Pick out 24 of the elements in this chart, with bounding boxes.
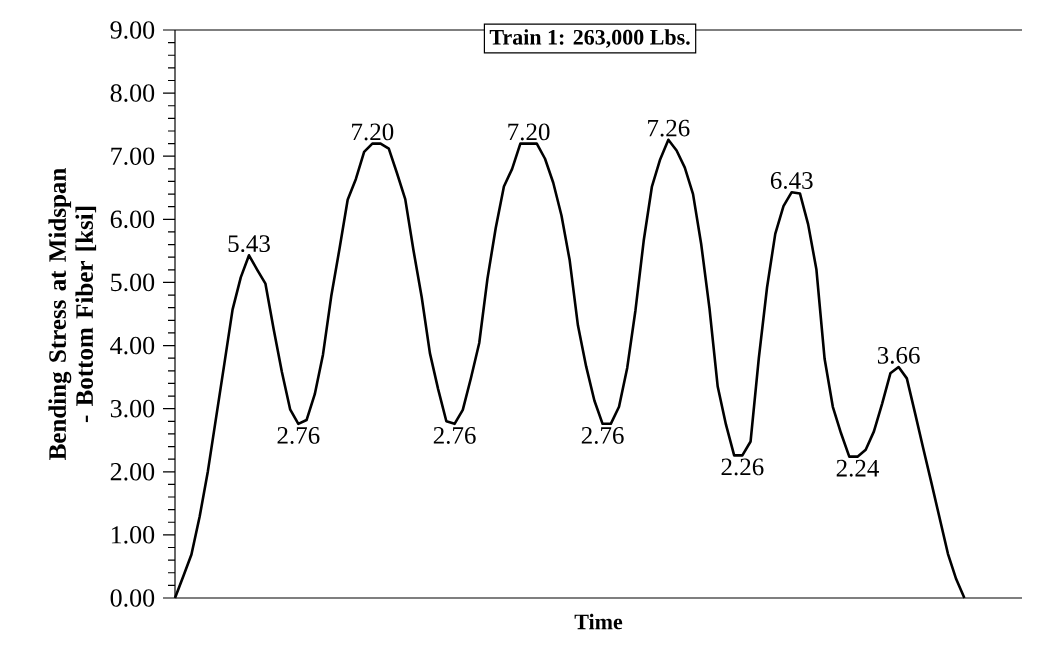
data-label: 7.26 xyxy=(648,119,690,137)
x-axis-title: Time xyxy=(574,613,623,630)
chart-title: Train 1: 263,000 Lbs. xyxy=(489,29,690,48)
data-label: 2.76 xyxy=(581,427,624,444)
data-label: 2.76 xyxy=(433,427,476,444)
y-tick-label: 3.00 xyxy=(110,399,155,418)
y-tick-label: 5.00 xyxy=(111,273,155,292)
data-label: 6.43 xyxy=(770,172,813,189)
y-tick-label: 7.00 xyxy=(111,147,155,166)
data-label: 7.20 xyxy=(352,123,394,141)
y-axis-title: Bending Stress at Midspan - Bottom Fiber [ksi] xyxy=(48,168,97,460)
y-tick-label: 4.00 xyxy=(110,336,155,355)
y-tick-label: 9.00 xyxy=(110,21,155,39)
data-label: 2.76 xyxy=(277,427,320,444)
y-tick-label: 6.00 xyxy=(110,210,155,229)
data-label: 5.43 xyxy=(228,235,270,253)
y-tick-label: 1.00 xyxy=(111,526,155,544)
data-label: 2.26 xyxy=(721,458,764,476)
data-label: 2.24 xyxy=(836,459,879,477)
y-tick-label: 2.00 xyxy=(110,462,155,481)
y-tick-label: 8.00 xyxy=(110,84,155,102)
data-label: 3.66 xyxy=(877,346,920,364)
y-tick-label: 0.00 xyxy=(110,589,155,607)
data-label: 7.20 xyxy=(508,123,550,141)
